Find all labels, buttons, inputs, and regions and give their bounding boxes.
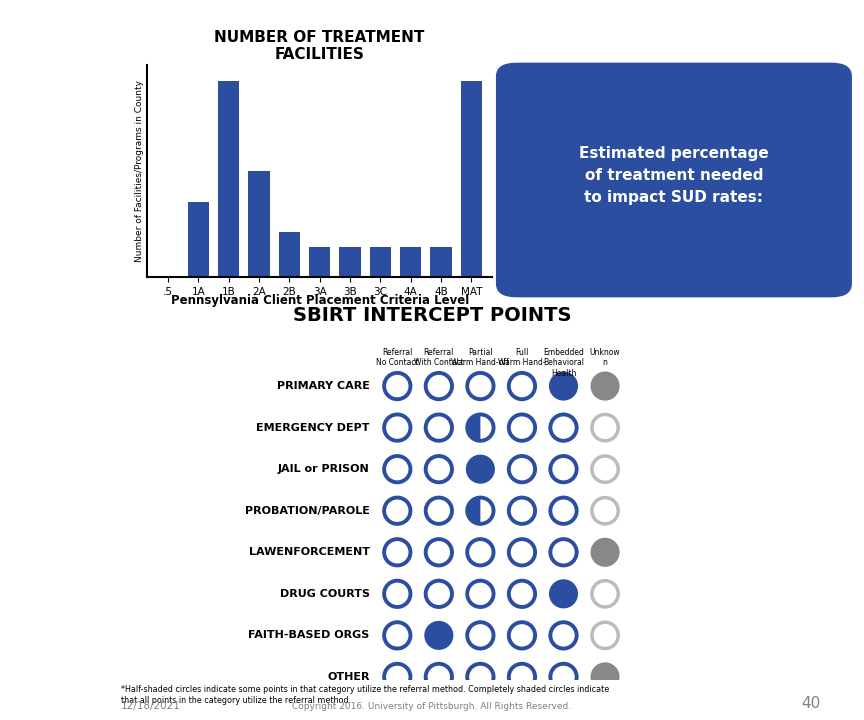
Circle shape (550, 580, 576, 607)
Circle shape (592, 373, 619, 399)
Text: JAIL or PRISON: JAIL or PRISON (278, 464, 370, 474)
Text: Embedded
Behavioral
Health: Embedded Behavioral Health (543, 348, 584, 378)
Text: Referral
With Contact: Referral With Contact (414, 348, 464, 367)
Circle shape (592, 664, 619, 690)
Text: LAWENFORCEMENT: LAWENFORCEMENT (249, 547, 370, 557)
Text: DRUG COURTS: DRUG COURTS (280, 589, 370, 599)
Circle shape (467, 456, 493, 482)
Bar (279, 232, 300, 277)
Text: Estimated percentage
of treatment needed
to impact SUD rates:: Estimated percentage of treatment needed… (579, 146, 769, 205)
Ellipse shape (595, 5, 864, 42)
Text: Full
Warm Hand-: Full Warm Hand- (499, 348, 546, 367)
Text: EMERGENCY DEPT: EMERGENCY DEPT (256, 423, 370, 433)
Bar (187, 202, 209, 277)
Circle shape (550, 373, 576, 399)
Text: PRIMARY CARE: PRIMARY CARE (276, 381, 370, 391)
Bar (340, 247, 360, 277)
Text: SBIRT INTERCEPT POINTS: SBIRT INTERCEPT POINTS (293, 306, 571, 325)
Text: PROBATION/PAROLE: PROBATION/PAROLE (245, 505, 370, 516)
Text: OTHER: OTHER (327, 672, 370, 682)
Text: Unknow
n: Unknow n (590, 348, 620, 367)
Bar (218, 81, 239, 277)
Y-axis label: Number of Facilities/Programs in County: Number of Facilities/Programs in County (135, 80, 144, 262)
Bar (400, 247, 422, 277)
Text: Pennsylvania Client Placement Criteria Level: Pennsylvania Client Placement Criteria L… (170, 294, 469, 307)
Bar (370, 247, 391, 277)
Bar (309, 247, 330, 277)
Ellipse shape (592, 5, 864, 42)
Ellipse shape (0, 5, 272, 42)
Text: Partial
Warm Hand-off: Partial Warm Hand-off (452, 348, 510, 367)
Text: FAITH-BASED ORGS: FAITH-BASED ORGS (248, 631, 370, 640)
Ellipse shape (0, 5, 269, 42)
Wedge shape (467, 415, 480, 441)
Text: Copyright 2016. University of Pittsburgh. All Rights Reserved.: Copyright 2016. University of Pittsburgh… (292, 703, 572, 711)
Text: 12/18/2021: 12/18/2021 (121, 701, 181, 711)
Bar (461, 81, 482, 277)
Wedge shape (467, 498, 480, 524)
Title: NUMBER OF TREATMENT
FACILITIES: NUMBER OF TREATMENT FACILITIES (214, 30, 425, 62)
Circle shape (426, 622, 452, 649)
Text: *Half-shaded circles indicate some points in that category utilize the referral : *Half-shaded circles indicate some point… (121, 685, 609, 705)
Bar (249, 171, 270, 277)
Circle shape (592, 539, 619, 565)
Bar (430, 247, 452, 277)
Text: Referral
No Contact: Referral No Contact (376, 348, 418, 367)
Text: SUBSTANCE USE DISORDER TREATMENT: SUBSTANCE USE DISORDER TREATMENT (199, 14, 665, 33)
FancyBboxPatch shape (497, 63, 851, 297)
Text: 40: 40 (802, 696, 821, 711)
